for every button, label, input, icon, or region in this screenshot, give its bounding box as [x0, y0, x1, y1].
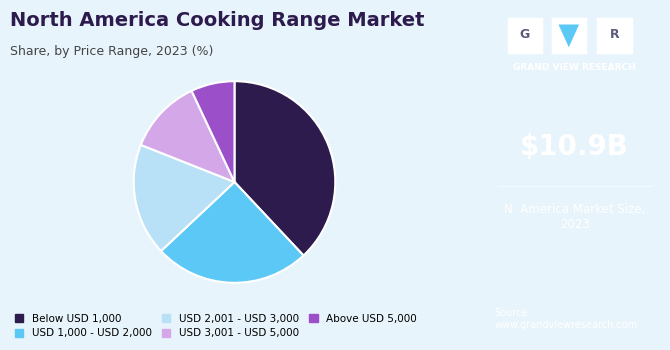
Wedge shape	[134, 145, 234, 251]
Text: G: G	[520, 28, 530, 42]
FancyBboxPatch shape	[508, 18, 542, 52]
Polygon shape	[559, 25, 579, 47]
Text: Source:
www.grandviewresearch.com: Source: www.grandviewresearch.com	[494, 308, 637, 330]
Text: R: R	[610, 28, 620, 42]
Wedge shape	[161, 182, 304, 283]
Wedge shape	[192, 81, 234, 182]
Legend: Below USD 1,000, USD 1,000 - USD 2,000, USD 2,001 - USD 3,000, USD 3,001 - USD 5: Below USD 1,000, USD 1,000 - USD 2,000, …	[12, 311, 420, 341]
Text: $10.9B: $10.9B	[520, 133, 629, 161]
FancyBboxPatch shape	[551, 18, 586, 52]
Text: Share, by Price Range, 2023 (%): Share, by Price Range, 2023 (%)	[9, 46, 213, 58]
Text: North America Cooking Range Market: North America Cooking Range Market	[9, 10, 424, 29]
Text: N. America Market Size,
2023: N. America Market Size, 2023	[504, 203, 645, 231]
Text: GRAND VIEW RESEARCH: GRAND VIEW RESEARCH	[513, 63, 636, 72]
FancyBboxPatch shape	[598, 18, 632, 52]
Wedge shape	[234, 81, 335, 256]
Wedge shape	[141, 91, 234, 182]
